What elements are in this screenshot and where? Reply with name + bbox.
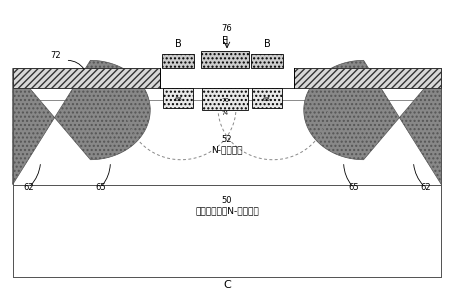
- Text: 74: 74: [222, 111, 228, 116]
- Text: N-型外延硅: N-型外延硅: [211, 145, 243, 154]
- Text: 65: 65: [348, 183, 359, 192]
- Text: 高浓度掺杂的N-型硅衬底: 高浓度掺杂的N-型硅衬底: [195, 206, 259, 215]
- Polygon shape: [13, 185, 441, 277]
- Polygon shape: [13, 68, 441, 88]
- Polygon shape: [304, 60, 441, 185]
- Polygon shape: [13, 60, 150, 185]
- Text: 76: 76: [222, 24, 232, 33]
- Text: 68: 68: [263, 97, 271, 102]
- Polygon shape: [13, 100, 441, 185]
- Text: 72: 72: [50, 51, 61, 60]
- Text: 62: 62: [420, 183, 431, 192]
- Text: 70: 70: [221, 98, 229, 102]
- Text: E: E: [222, 36, 228, 46]
- Polygon shape: [202, 88, 248, 110]
- Text: 50: 50: [222, 196, 232, 204]
- Text: 65: 65: [95, 183, 106, 192]
- Polygon shape: [163, 88, 193, 108]
- Polygon shape: [160, 68, 294, 88]
- Text: 62: 62: [23, 183, 34, 192]
- Text: 68: 68: [174, 97, 182, 102]
- Text: C: C: [223, 280, 231, 290]
- Polygon shape: [162, 54, 194, 68]
- Polygon shape: [201, 51, 249, 68]
- Text: B: B: [263, 39, 270, 49]
- Text: B: B: [175, 39, 182, 49]
- Polygon shape: [252, 88, 282, 108]
- Text: 52: 52: [222, 135, 232, 144]
- Polygon shape: [251, 54, 283, 68]
